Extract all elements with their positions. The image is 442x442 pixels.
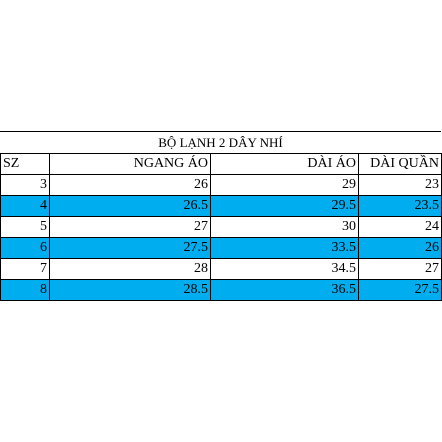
size-chart: BỘ LẠNH 2 DÂY NHÍ SZ NGANG ÁO DÀI ÁO DÀI…: [0, 131, 442, 301]
shirt-length-cell: 29.5: [210, 195, 359, 217]
size-cell: 5: [0, 216, 50, 238]
chest-width-cell: 26.5: [49, 195, 211, 217]
table-row: 7 28 34.5 27: [0, 258, 442, 280]
chest-width-cell: 28: [49, 258, 211, 280]
table-row: 8 28.5 36.5 27.5: [0, 279, 442, 301]
header-pants-length: DÀI QUẦN: [358, 153, 442, 175]
shirt-length-cell: 29: [210, 174, 359, 196]
chest-width-cell: 27.5: [49, 237, 211, 259]
table-row: 4 26.5 29.5 23.5: [0, 195, 442, 217]
pants-length-cell: 23.5: [358, 195, 442, 217]
table-row: 6 27.5 33.5 26: [0, 237, 442, 259]
header-shirt-length: DÀI ÁO: [210, 153, 359, 175]
header-row: SZ NGANG ÁO DÀI ÁO DÀI QUẦN: [0, 153, 442, 175]
pants-length-cell: 24: [358, 216, 442, 238]
size-cell: 8: [0, 279, 50, 301]
size-table: SZ NGANG ÁO DÀI ÁO DÀI QUẦN 3 26 29 23 4…: [0, 153, 442, 301]
size-cell: 3: [0, 174, 50, 196]
pants-length-cell: 23: [358, 174, 442, 196]
chest-width-cell: 28.5: [49, 279, 211, 301]
chest-width-cell: 26: [49, 174, 211, 196]
size-cell: 7: [0, 258, 50, 280]
table-title: BỘ LẠNH 2 DÂY NHÍ: [0, 131, 441, 153]
header-size: SZ: [0, 153, 50, 175]
shirt-length-cell: 34.5: [210, 258, 359, 280]
shirt-length-cell: 33.5: [210, 237, 359, 259]
size-cell: 4: [0, 195, 50, 217]
table-row: 5 27 30 24: [0, 216, 442, 238]
header-chest-width: NGANG ÁO: [49, 153, 211, 175]
table-row: 3 26 29 23: [0, 174, 442, 196]
shirt-length-cell: 30: [210, 216, 359, 238]
pants-length-cell: 27.5: [358, 279, 442, 301]
pants-length-cell: 26: [358, 237, 442, 259]
size-cell: 6: [0, 237, 50, 259]
shirt-length-cell: 36.5: [210, 279, 359, 301]
chest-width-cell: 27: [49, 216, 211, 238]
pants-length-cell: 27: [358, 258, 442, 280]
